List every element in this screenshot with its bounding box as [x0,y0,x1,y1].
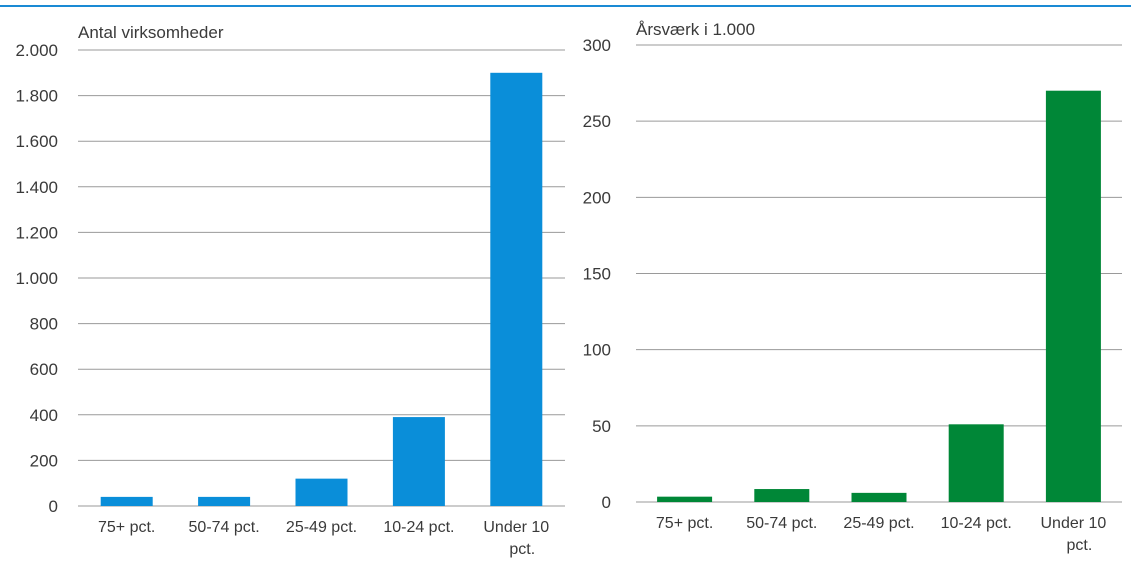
y-tick-label: 1.400 [15,178,58,197]
bar [1045,90,1101,502]
chart-panel-firms: Antal virksomheder 0 200 400 600 800 1.000 1.2… [15,23,565,558]
y-tick-label: 150 [583,265,611,284]
x-category-label: 75+ pct. [98,519,155,536]
y-tick-label: 100 [583,341,611,360]
y-tick-label: 50 [592,417,611,436]
bar [948,424,1004,502]
x-category-label: 10-24 pct. [383,519,454,536]
bar [198,496,251,506]
y-tick-label: 1.200 [15,223,58,242]
y-tick-label: 800 [30,315,58,334]
y-tick-label: 600 [30,360,58,379]
bar [392,417,445,506]
y-tick-label: 1.000 [15,269,58,288]
y-axis-unit-label: Antal virksomheder [78,23,224,42]
bar [490,72,543,507]
x-category-label: Under 10 pct. [1040,515,1106,554]
chart-panel-fte: Årsværk i 1.000 0 50 100 150 200 250 300 75+ pc… [583,20,1122,554]
y-tick-label: 1.800 [15,87,58,106]
y-tick-label: 0 [49,497,58,516]
bar [295,478,348,506]
x-category-label: 25-49 pct. [843,515,914,532]
bar [100,496,153,506]
x-category-label: 50-74 pct. [189,519,260,536]
y-tick-label: 300 [583,36,611,55]
x-category-label: 10-24 pct. [941,515,1012,532]
header-rule [0,5,1131,7]
y-tick-label: 2.000 [15,41,58,60]
x-category-label: 25-49 pct. [286,519,357,536]
bar [657,496,713,502]
y-tick-label: 1.600 [15,132,58,151]
y-axis-unit-label: Årsværk i 1.000 [636,20,755,39]
bar [851,492,907,502]
y-tick-label: 400 [30,406,58,425]
y-tick-label: 200 [30,451,58,470]
x-category-label: 50-74 pct. [746,515,817,532]
y-tick-label: 250 [583,112,611,131]
x-category-label: Under 10 pct. [483,519,549,558]
bar [754,489,810,502]
x-category-label: 75+ pct. [656,515,713,532]
y-tick-label: 0 [602,493,611,512]
y-tick-label: 200 [583,188,611,207]
